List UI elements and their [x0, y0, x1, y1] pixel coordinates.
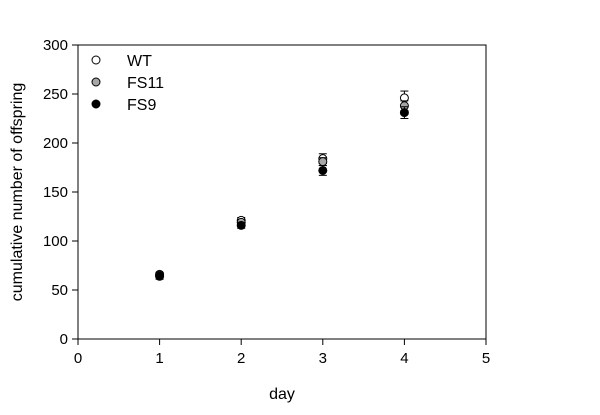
data-point-fs9 [236, 220, 246, 230]
x-tick-label: 0 [74, 350, 82, 367]
series-wt [155, 90, 409, 279]
x-tick-label: 1 [155, 350, 163, 367]
series-fs9 [155, 106, 409, 281]
x-tick-label: 4 [400, 350, 408, 367]
series-fs11 [155, 100, 409, 280]
x-axis-label: day [269, 386, 295, 403]
y-tick-label: 250 [43, 86, 68, 103]
legend-label-wt: WT [127, 53, 152, 70]
data-point-fs9 [318, 165, 328, 175]
x-tick-label: 2 [237, 350, 245, 367]
data-point-fs9 [399, 108, 409, 118]
y-tick-label: 50 [51, 282, 68, 299]
legend-label-fs9: FS9 [127, 97, 156, 114]
legend-marker-wt [91, 55, 101, 65]
legend-marker-fs9 [91, 99, 101, 109]
legend-marker-fs11 [91, 77, 101, 87]
y-tick-label: 300 [43, 37, 68, 54]
legend-label-fs11: FS11 [127, 75, 164, 92]
y-tick-label: 150 [43, 184, 68, 201]
y-axis-label: cumulative number of offspring [9, 83, 26, 301]
data-point-fs9 [155, 271, 165, 281]
y-tick-label: 200 [43, 135, 68, 152]
y-tick-label: 100 [43, 233, 68, 250]
x-tick-label: 3 [319, 350, 327, 367]
y-tick-label: 0 [60, 331, 68, 348]
x-tick-label: 5 [482, 350, 490, 367]
data-point-fs11 [318, 157, 328, 167]
